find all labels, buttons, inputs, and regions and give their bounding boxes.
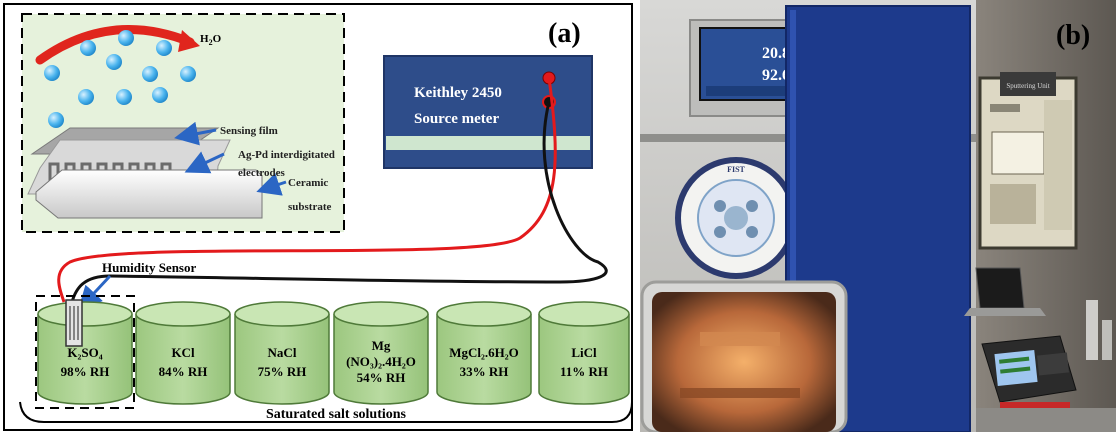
ceramic-substrate bbox=[35, 169, 263, 219]
jar-rh: 11% RH bbox=[560, 364, 608, 379]
panel-a-setup-diagram: (a) H2O Sensing bbox=[3, 3, 633, 431]
meter-model-label: Keithley 2450 bbox=[414, 85, 502, 101]
wall-poster: Sputtering Unit bbox=[978, 72, 1078, 250]
laptop bbox=[964, 267, 1046, 316]
display-temperature: 20.8 bbox=[762, 45, 790, 62]
jar-rh: 98% RH bbox=[61, 364, 110, 379]
jar-licl: LiCl 11% RH bbox=[538, 301, 630, 405]
panel-b-chamber-photo: 20.8 92.6 FIST Sputtering Unit bbox=[640, 0, 1116, 432]
panel-a-label: (a) bbox=[548, 18, 581, 49]
jar-formula: K₂SO₄ bbox=[67, 345, 102, 360]
jar-k2so4: K₂SO₄ 98% RH bbox=[37, 301, 133, 405]
water-molecules bbox=[44, 30, 196, 128]
water-flow-arrow bbox=[35, 25, 195, 65]
jar-mg-nitrate: Mg (NO₃)₂.4H₂O 54% RH bbox=[333, 301, 429, 405]
black-wire bbox=[70, 101, 608, 303]
panel-b-label: (b) bbox=[1056, 20, 1090, 51]
sensor-jar-highlight bbox=[35, 295, 135, 409]
seal-text: FIST bbox=[727, 165, 745, 174]
humidity-sensor bbox=[65, 299, 83, 347]
jar-mgcl2: MgCl₂.6H₂O 33% RH bbox=[436, 301, 532, 405]
jar-formula: KCl bbox=[171, 345, 195, 360]
jar-rh: 33% RH bbox=[460, 364, 509, 379]
environmental-chamber: 20.8 92.6 FIST bbox=[640, 0, 976, 432]
jar-rh: 54% RH bbox=[357, 370, 406, 385]
electrodes-label-line2: electrodes bbox=[238, 167, 286, 179]
source-meter: Keithley 2450 Source meter bbox=[383, 55, 593, 169]
jar-kcl: KCl 84% RH bbox=[135, 301, 231, 405]
sensor-structure-inset: H2O Sensing film Ag-Pd interdigitated el… bbox=[21, 13, 345, 233]
ceramic-label-line1: Ceramic bbox=[288, 177, 328, 189]
jar-rh: 75% RH bbox=[258, 364, 307, 379]
salt-solutions-label: Saturated salt solutions bbox=[266, 407, 407, 422]
jar-formula: MgCl₂.6H₂O bbox=[449, 345, 519, 360]
humidity-sensor-label: Humidity Sensor bbox=[102, 260, 196, 275]
jar-rh: 84% RH bbox=[159, 364, 208, 379]
jar-nacl: NaCl 75% RH bbox=[234, 301, 330, 405]
jar-formula: LiCl bbox=[571, 345, 597, 360]
salt-solution-jars: K₂SO₄ 98% RH KCl 84% RH NaCl 75% RH Mg bbox=[35, 295, 630, 409]
jar-formula-line1: Mg bbox=[372, 338, 391, 353]
water-label: H2O bbox=[200, 33, 222, 47]
poster-title: Sputtering Unit bbox=[1006, 82, 1049, 90]
display-humidity: 92.6 bbox=[762, 67, 790, 84]
salt-solutions-bracket bbox=[19, 401, 633, 423]
jar-formula: NaCl bbox=[268, 345, 297, 360]
red-wire bbox=[57, 77, 557, 303]
chamber-window bbox=[652, 292, 836, 432]
fist-seal: FIST bbox=[675, 157, 797, 279]
ceramic-label-line2: substrate bbox=[288, 201, 332, 213]
jar-formula-line2: (NO₃)₂.4H₂O bbox=[346, 354, 416, 369]
meter-type-label: Source meter bbox=[414, 111, 499, 127]
electrodes-label-line1: Ag-Pd interdigitated bbox=[238, 149, 335, 161]
sensing-film-label: Sensing film bbox=[220, 125, 278, 137]
